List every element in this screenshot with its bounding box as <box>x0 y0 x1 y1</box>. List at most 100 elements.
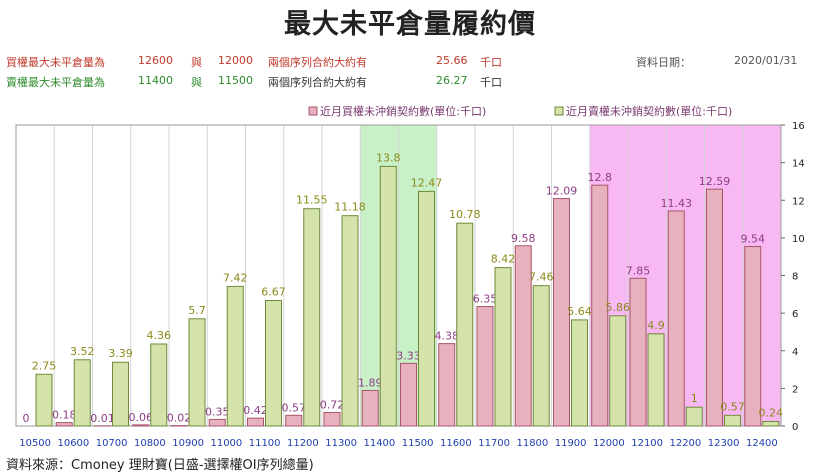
put-bar-11100 <box>265 300 282 427</box>
call-bar-11800 <box>514 245 532 427</box>
x-tick-label-11000: 11000 <box>210 438 242 449</box>
put-value-label-10700: 3.39 <box>108 347 133 360</box>
put-bar-10800 <box>150 343 168 427</box>
call-summary-desc: 兩個序列合約大約有 <box>268 56 367 69</box>
call-bar-11100 <box>247 417 264 427</box>
call-bar-12300 <box>706 188 723 427</box>
x-tick-label-12300: 12300 <box>708 438 740 449</box>
x-tick-label-10700: 10700 <box>96 438 128 449</box>
x-tick-label-12100: 12100 <box>631 438 663 449</box>
put-value-label-12000: 5.86 <box>606 301 631 314</box>
put-total-unit: 千口 <box>480 76 502 89</box>
x-tick-label-11500: 11500 <box>402 438 434 449</box>
put-value-label-11200: 11.55 <box>296 194 328 207</box>
legend-label-put: 近月賣權未沖銷契約數(單位:千口) <box>566 104 732 118</box>
put-bar-10500 <box>35 373 53 427</box>
put-summary-desc: 兩個序列合約大約有 <box>268 76 367 89</box>
data-source-footer: 資料來源：Cmoney 理財寶(日盛-選擇權OI序列總量) <box>6 458 314 473</box>
x-tick-label-10600: 10600 <box>57 438 89 449</box>
call-value-label-11100: 0.42 <box>243 404 268 417</box>
put-strike-1: 11400 <box>138 74 173 87</box>
call-value-label-12200: 11.43 <box>661 197 693 210</box>
call-value-label-11000: 0.35 <box>205 405 230 418</box>
call-strike-2: 12000 <box>218 54 253 67</box>
data-date-label: 資料日期： <box>636 56 691 69</box>
put-bar-11200 <box>303 208 321 427</box>
put-and-separator: 與 <box>191 76 202 89</box>
put-bar-11000 <box>226 285 244 427</box>
put-value-label-10800: 4.36 <box>147 329 172 342</box>
put-bar-10900 <box>188 318 206 427</box>
call-bar-12000 <box>591 184 609 427</box>
put-bar-11600 <box>456 222 474 427</box>
call-value-label-10700: 0.01 <box>90 412 115 425</box>
call-value-label-11900: 12.09 <box>546 185 578 198</box>
call-value-label-11600: 4.38 <box>435 330 460 343</box>
y-tick-label-2: 2 <box>792 384 798 395</box>
put-bar-11500 <box>418 190 435 427</box>
x-tick-label-11900: 11900 <box>555 438 587 449</box>
call-value-label-12100: 7.85 <box>626 264 651 277</box>
call-strike-1: 12600 <box>138 54 173 67</box>
put-bar-11800 <box>532 285 550 427</box>
y-tick-label-12: 12 <box>792 196 805 207</box>
call-bar-12100 <box>629 277 647 427</box>
y-tick-label-8: 8 <box>792 272 798 283</box>
call-bar-11700 <box>476 306 494 427</box>
put-value-label-10900: 5.7 <box>188 304 206 317</box>
call-bar-11900 <box>553 198 570 427</box>
call-value-label-10900: 0.02 <box>167 412 192 425</box>
put-bar-12100 <box>647 333 665 427</box>
call-value-label-11300: 0.72 <box>320 398 345 411</box>
call-value-label-11400: 1.89 <box>358 376 383 389</box>
x-tick-label-11700: 11700 <box>478 438 510 449</box>
put-value-label-11400: 13.8 <box>376 151 401 164</box>
call-value-label-12300: 12.59 <box>699 175 731 188</box>
call-bar-11600 <box>438 343 456 427</box>
put-bar-10600 <box>73 359 91 427</box>
call-value-label-11200: 0.57 <box>282 401 307 414</box>
y-tick-label-0: 0 <box>792 422 798 433</box>
y-tick-label-16: 16 <box>792 121 805 132</box>
legend-swatch-call <box>308 106 318 116</box>
call-bar-11500 <box>400 362 417 427</box>
x-tick-label-11600: 11600 <box>440 438 472 449</box>
x-tick-label-12000: 12000 <box>593 438 625 449</box>
x-tick-label-11300: 11300 <box>325 438 357 449</box>
call-bar-12400 <box>744 246 762 427</box>
data-date-value: 2020/01/31 <box>734 54 798 67</box>
call-value-label-10500: 0 <box>23 412 30 425</box>
put-value-label-12200: 1 <box>691 392 698 405</box>
call-bar-10800 <box>132 424 150 427</box>
call-value-label-11500: 3.33 <box>396 349 421 362</box>
put-value-label-10600: 3.52 <box>70 345 95 358</box>
call-total-value: 25.66 <box>436 54 468 67</box>
put-bar-12300 <box>724 414 741 427</box>
call-bar-10600 <box>55 422 73 427</box>
put-bar-11700 <box>494 267 512 427</box>
put-bar-12200 <box>685 406 703 427</box>
put-value-label-11800: 7.46 <box>529 271 554 284</box>
put-bar-10700 <box>112 361 129 427</box>
put-value-label-11000: 7.42 <box>223 271 248 284</box>
call-value-label-11700: 6.35 <box>473 293 498 306</box>
call-bar-11300 <box>323 411 341 427</box>
call-value-label-10800: 0.06 <box>129 411 154 424</box>
put-value-label-12100: 4.9 <box>647 319 665 332</box>
legend-swatch-put <box>554 106 564 116</box>
x-tick-label-10500: 10500 <box>19 438 51 449</box>
oi-bar-chart: 0 2.75 10500 0.18 3.52 10600 0.01 3.39 10700 0.06… <box>15 104 805 449</box>
call-bar-11000 <box>208 418 226 427</box>
put-strike-2: 11500 <box>218 74 253 87</box>
call-value-label-12400: 9.54 <box>741 233 766 246</box>
x-tick-label-12200: 12200 <box>669 438 701 449</box>
put-value-label-11500: 12.47 <box>411 176 443 189</box>
put-total-value: 26.27 <box>436 74 468 87</box>
x-tick-label-11200: 11200 <box>287 438 319 449</box>
put-bar-11400 <box>379 165 397 427</box>
call-and-separator: 與 <box>191 56 202 69</box>
call-bar-11400 <box>361 389 379 427</box>
call-total-unit: 千口 <box>480 56 502 69</box>
put-value-label-11900: 5.64 <box>567 305 592 318</box>
put-bar-12000 <box>609 315 627 427</box>
